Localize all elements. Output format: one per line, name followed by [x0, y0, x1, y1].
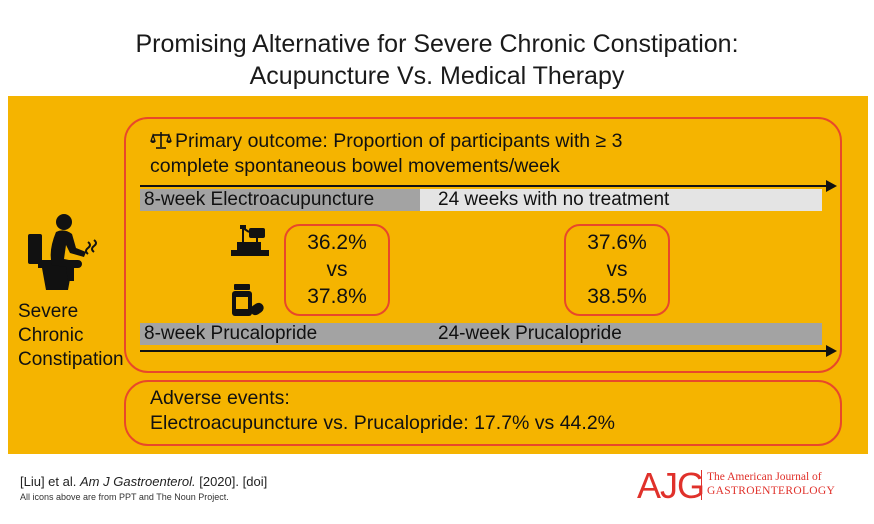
ajg-logo-letters: AJG: [637, 465, 705, 506]
adverse-events-detail: Electroacupuncture vs. Prucalopride: 17.…: [150, 412, 616, 434]
adverse-events-box: [124, 380, 842, 446]
primary-outcome-box: [124, 117, 842, 373]
condition-line-2: Chronic: [18, 325, 84, 346]
condition-line-3: Constipation: [18, 349, 124, 370]
ajg-logo-divider: [701, 470, 702, 500]
prucalopride-bar: 8-week Prucalopride 24-week Prucalopride: [140, 323, 822, 345]
person-on-toilet-icon: [28, 214, 97, 290]
electroacupuncture-phase2-bar: 24 weeks with no treatment: [420, 189, 822, 211]
ajg-logo: AJG The American Journal of GASTROENTERO…: [637, 466, 857, 506]
week8-electroacupuncture-value: 36.2%: [307, 231, 367, 254]
week24-electroacupuncture-value: 37.6%: [587, 231, 647, 254]
adverse-events-text: Adverse events: Electroacupuncture vs. P…: [150, 386, 615, 436]
condition-label: Severe Chronic Constipation: [18, 300, 124, 372]
balance-scale-icon: [150, 132, 172, 149]
citation-authors: [Liu] et al.: [20, 474, 77, 489]
electroacupuncture-phase1-bar: 8-week Electroacupuncture: [140, 189, 420, 211]
ajg-logo-line-2: GASTROENTEROLOGY: [707, 485, 836, 497]
acupuncture-device-icon: [231, 225, 269, 256]
icons-credit-note: All icons above are from PPT and The Nou…: [20, 492, 229, 502]
primary-outcome-line-2: complete spontaneous bowel movements/wee…: [150, 155, 560, 177]
week24-prucalopride-value: 38.5%: [587, 285, 647, 308]
week24-vs-label: vs: [606, 258, 628, 281]
summary-panel: [8, 96, 868, 454]
primary-outcome-text: Primary outcome: Proportion of participa…: [150, 129, 830, 179]
primary-outcome-line-1: Primary outcome: Proportion of participa…: [175, 130, 623, 152]
title-line-2: Acupuncture Vs. Medical Therapy: [249, 62, 625, 90]
citation-year: [2020].: [199, 474, 239, 489]
week8-vs-label: vs: [326, 258, 348, 281]
timeline-arrow-top: [140, 185, 828, 187]
week8-prucalopride-value: 37.8%: [307, 285, 367, 308]
citation: [Liu] et al. Am J Gastroenterol. [2020].…: [20, 474, 267, 489]
citation-doi: [doi]: [242, 474, 268, 489]
week24-results-box: 37.6% vs 38.5%: [564, 224, 670, 316]
condition-line-1: Severe: [18, 301, 79, 322]
adverse-events-heading: Adverse events:: [150, 387, 290, 409]
ajg-logo-line-1: The American Journal of: [707, 471, 822, 483]
timeline-arrow-bottom: [140, 350, 828, 352]
arrowhead-bottom: [826, 345, 837, 357]
title-line-1: Promising Alternative for Severe Chronic…: [135, 30, 739, 58]
prucalopride-phase1-label: 8-week Prucalopride: [144, 323, 318, 344]
week8-results-box: 36.2% vs 37.8%: [284, 224, 390, 316]
prucalopride-phase2-label: 24-week Prucalopride: [438, 323, 622, 344]
arrowhead-top: [826, 180, 837, 192]
pill-bottle-icon: [232, 284, 264, 316]
citation-journal: Am J Gastroenterol.: [80, 474, 196, 489]
